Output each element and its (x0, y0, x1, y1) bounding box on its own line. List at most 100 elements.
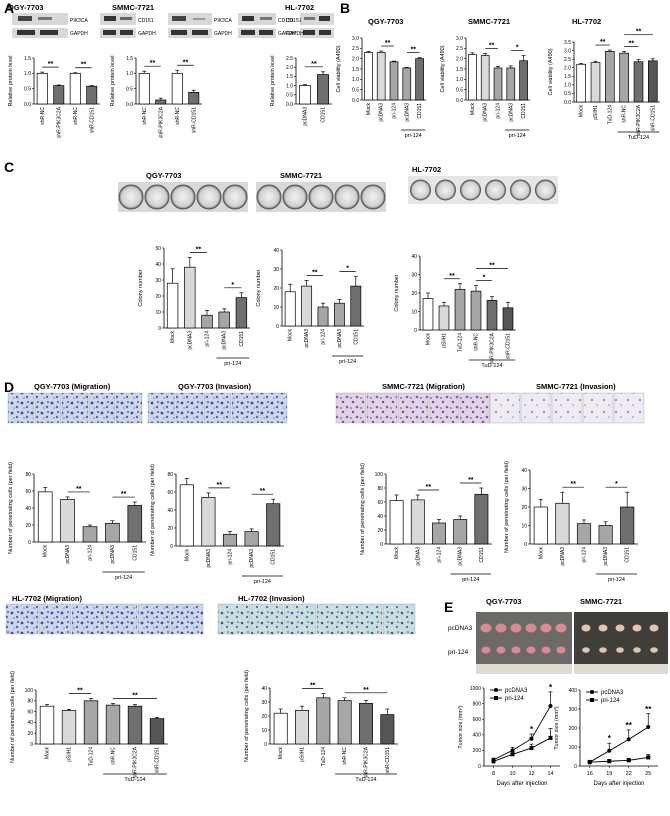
culture-dish (485, 179, 506, 201)
tumor (526, 646, 536, 654)
micrograph (203, 392, 232, 424)
y-tick-label: 0 (414, 328, 417, 334)
y-tick-label: 30 (155, 278, 161, 284)
tumor (541, 646, 551, 654)
y-tick-label: 0 (30, 742, 33, 748)
y-tick-label: 20 (155, 294, 161, 300)
micrograph (61, 392, 89, 424)
culture-dish (256, 184, 282, 210)
x-tick-label: 16 (587, 771, 593, 777)
photo-title: SMMC-7721 (Invasion) (536, 382, 616, 391)
x-tick-label: shR-PIK3C2A (364, 746, 370, 778)
bar (402, 67, 412, 101)
legend-label: pri-124 (601, 698, 620, 704)
bar (333, 302, 345, 327)
x-tick-label: CD151 (625, 547, 631, 563)
significance-mark: ** (600, 39, 606, 46)
micrograph (137, 603, 171, 635)
photo-title: HL-7702 (412, 165, 441, 174)
x-tick-label: shR-CD151 (155, 747, 161, 773)
ruler (574, 664, 668, 674)
chart-d5: 0 20 40 60 80 100 Number of penetrating cells … (10, 671, 168, 783)
y-axis-label: Relative protein level (110, 55, 116, 106)
bar (273, 712, 288, 745)
y-tick-label: 3.0 (456, 36, 463, 42)
x-tick-label: pcDNA3 (458, 547, 464, 566)
x-tick-label: shR-CD151 (89, 107, 95, 133)
y-tick-label: 1000 (470, 686, 481, 692)
x-tick-label: pri-124 (205, 331, 211, 347)
significance-mark: ** (150, 60, 156, 67)
bar (155, 99, 167, 105)
legend-marker (590, 690, 594, 694)
blot-label: CD151 (138, 18, 154, 24)
series-line (493, 705, 551, 761)
y-tick-label: 0 (264, 742, 267, 748)
micrograph (5, 603, 39, 635)
significance-mark: ** (489, 43, 495, 50)
y-tick-label: 1.0 (456, 77, 463, 83)
bar (83, 700, 99, 745)
photo-title: HL-7702 (Invasion) (238, 594, 305, 603)
group-label: TuD-124 (628, 135, 649, 141)
x-tick-label: 19 (606, 771, 612, 777)
bar (184, 266, 196, 329)
y-tick-label: 10 (273, 305, 279, 311)
y-axis-label: Colony number (138, 269, 144, 306)
y-tick-label: 1.0 (126, 71, 133, 77)
bar (299, 85, 311, 105)
x-tick-label: TuD-124 (89, 747, 95, 766)
significance-mark: * (231, 282, 234, 289)
blot-band (168, 28, 212, 38)
blot-band (18, 16, 32, 21)
x-tick-label: shR-CD151 (506, 333, 512, 359)
blot-label: GAPDH (214, 31, 232, 37)
group-label: pri-124 (224, 361, 241, 367)
micrograph (250, 603, 284, 635)
blot-band (304, 17, 315, 20)
micrograph (520, 392, 552, 424)
x-tick-label: shR-NC (40, 107, 46, 125)
chart-d3: 0 20 40 60 80 100 Number of penetrating cells … (360, 463, 492, 583)
group-label: pri-124 (462, 577, 479, 583)
micrograph (489, 392, 521, 424)
y-tick-label: 0 (478, 764, 481, 770)
legend-label: pri-124 (505, 696, 524, 702)
bar (105, 704, 121, 745)
micrograph (115, 392, 143, 424)
blot-band (171, 30, 187, 35)
bar (633, 61, 644, 103)
charts: 0.0 0.5 1.0 1.5 Relative protein level shR-NC… (8, 28, 660, 787)
y-tick-label: 0.0 (352, 98, 359, 104)
ruler (476, 664, 572, 674)
bar (380, 714, 395, 745)
culture-dish (510, 179, 531, 201)
y-tick-label: 80 (167, 472, 173, 478)
y-tick-label: 40 (25, 506, 31, 512)
chart-c2: 0 10 20 30 40 Colony number Mock pcDNA3 pri-124 p… (256, 248, 364, 365)
bar (486, 300, 498, 331)
point (607, 759, 612, 764)
y-tick-label: 20 (377, 528, 383, 534)
x-tick-label: shR-CD151 (385, 747, 391, 773)
x-tick-label: shR-NC (474, 333, 480, 351)
blot-label: GAPDH (70, 31, 88, 37)
micrograph (170, 603, 204, 635)
y-axis-label: Number of penetrating cells (per field) (244, 670, 250, 762)
x-axis-label: Days after injection (496, 781, 547, 787)
bar (60, 499, 75, 543)
bar (284, 291, 296, 327)
bar (519, 60, 528, 101)
y-tick-label: 0 (524, 542, 527, 548)
legend-marker (494, 688, 498, 692)
x-tick-label: shR-PIK3C2A (636, 104, 642, 136)
bar (171, 72, 183, 105)
blot-band (303, 30, 315, 35)
tumor (615, 624, 625, 632)
panel-label-c: C (4, 159, 14, 175)
y-axis-label: Tumor size (mm³) (458, 705, 464, 748)
micrograph (104, 603, 138, 635)
point (626, 758, 631, 763)
x-tick-label: CD151 (239, 331, 245, 347)
significance-mark: ** (310, 683, 316, 690)
